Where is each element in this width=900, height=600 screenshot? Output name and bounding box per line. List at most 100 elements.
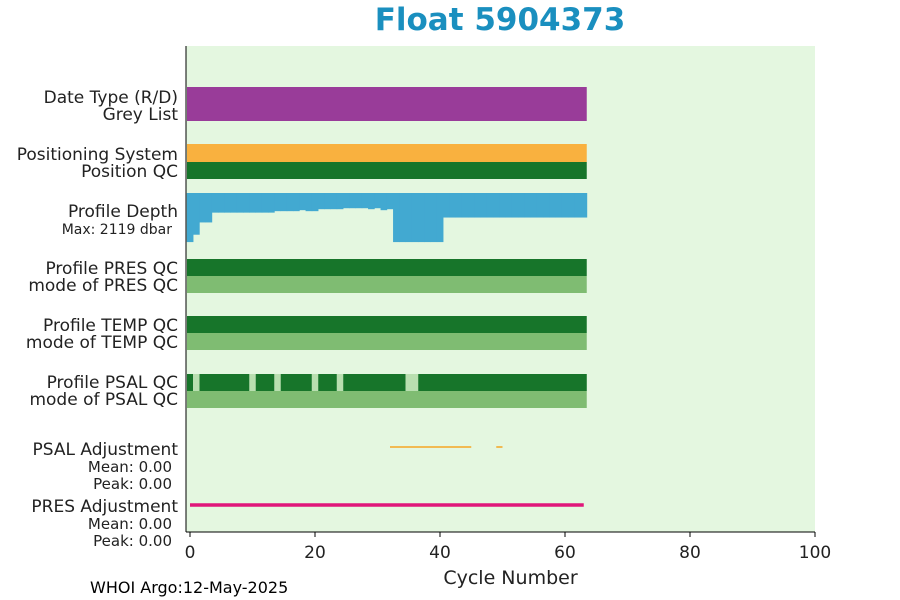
x-tick-label: 60 (554, 543, 576, 563)
profile-depth-bar (386, 193, 394, 210)
profile-depth-bar (555, 193, 563, 218)
profile-depth-bar (205, 193, 213, 223)
profile-depth-bar (318, 193, 325, 210)
profile-psal-qc-segment (199, 374, 250, 391)
profile-depth-bar (580, 193, 588, 218)
x-tick-label: 80 (679, 543, 701, 563)
profile-depth-bar (261, 193, 269, 213)
profile-depth-bar (418, 193, 425, 243)
mode-pres-qc-bar (187, 276, 587, 293)
profile-pres-qc-bar (187, 259, 587, 276)
profile-depth-bar (449, 193, 456, 218)
profile-psal-qc-segment (343, 374, 406, 391)
profile-depth-bar (199, 193, 206, 223)
x-tick-label: 40 (429, 543, 451, 563)
profile-temp-qc-bar (187, 316, 587, 333)
profile-depth-bar (405, 193, 413, 243)
mode-temp-qc-bar (187, 333, 587, 350)
profile-depth-bar (249, 193, 256, 213)
chart-title: Float 5904373 (374, 2, 626, 38)
psal-adjustment-peak: Peak: 0.00 (93, 475, 172, 493)
profile-depth-bar (399, 193, 406, 243)
row-label-mode-temp-qc: mode of TEMP QC (26, 333, 178, 353)
profile-depth-bar (218, 193, 225, 213)
profile-depth-bar (343, 193, 350, 209)
profile-depth-bar (193, 193, 200, 235)
profile-depth-bar (224, 193, 231, 213)
profile-depth-bar (286, 193, 294, 212)
row-label-date-type: Date Type (R/D) (44, 88, 178, 108)
row-label-psal-adjustment: PSAL Adjustment (33, 440, 179, 460)
profile-depth-bar (486, 193, 494, 218)
profile-depth-bar (299, 193, 306, 211)
profile-depth-bar (561, 193, 569, 218)
profile-depth-bar (393, 193, 400, 243)
row-label-profile-pres-qc: Profile PRES QC (45, 259, 178, 279)
profile-depth-bar (430, 193, 438, 243)
profile-depth-bar (574, 193, 581, 218)
x-tick-label: 20 (304, 543, 326, 563)
profile-depth-bar (530, 193, 538, 218)
row-label-profile-depth: Profile Depth (68, 202, 178, 222)
profile-depth-bar (280, 193, 288, 212)
profile-depth-bar (443, 193, 450, 218)
profile-depth-bar (293, 193, 300, 212)
profile-depth-bar (424, 193, 431, 243)
profile-depth-bar (436, 193, 444, 243)
profile-depth-bar (324, 193, 331, 210)
row-label-pres-adjustment: PRES Adjustment (31, 497, 178, 517)
profile-depth-bar (518, 193, 525, 218)
positioning-system-bar (187, 144, 587, 162)
profile-depth-bar (268, 193, 275, 213)
profile-depth-bar (493, 193, 500, 218)
profile-psal-qc-segment (318, 374, 337, 391)
pres-adjustment-mean: Mean: 0.00 (88, 515, 172, 533)
x-tick-label: 100 (799, 543, 831, 563)
row-label-position-qc: Position QC (81, 162, 178, 182)
profile-depth-bar (186, 193, 194, 243)
profile-depth-bar (330, 193, 338, 210)
profile-depth-bar (568, 193, 575, 218)
profile-depth-bar (336, 193, 344, 210)
mode-psal-qc-bar (187, 391, 587, 408)
profile-depth-bar (355, 193, 363, 209)
profile-depth-bar (361, 193, 369, 209)
row-label-grey-list: Grey List (103, 105, 179, 125)
profile-depth-bar (236, 193, 244, 213)
profile-depth-bar (499, 193, 506, 218)
row-label-profile-psal-qc: Profile PSAL QC (47, 373, 178, 393)
profile-depth-bar (211, 193, 219, 213)
profile-depth-bar (524, 193, 531, 218)
profile-depth-bar (411, 193, 419, 243)
profile-depth-bar (349, 193, 356, 209)
profile-depth-bar (480, 193, 488, 218)
position-qc-bar (187, 162, 587, 179)
profile-depth-bar (255, 193, 263, 213)
row-label-mode-pres-qc: mode of PRES QC (28, 276, 178, 296)
profile-depth-bar (230, 193, 238, 213)
date-type-bar (187, 87, 587, 121)
profile-depth-bar (305, 193, 313, 212)
profile-psal-qc-segment (187, 374, 193, 391)
profile-depth-bar (274, 193, 281, 212)
row-label-mode-psal-qc: mode of PSAL QC (29, 390, 178, 410)
profile-depth-bar (543, 193, 550, 218)
profile-depth-bar (511, 193, 519, 218)
profile-depth-bar (549, 193, 556, 218)
profile-psal-qc-segment (418, 374, 587, 391)
row-label-max-depth: Max: 2119 dbar (62, 222, 173, 238)
profile-depth-bar (243, 193, 250, 213)
row-label-positioning-system: Positioning System (17, 145, 178, 165)
profile-depth-bar (474, 193, 481, 218)
profile-depth-bar (380, 193, 388, 211)
psal-adjustment-mean: Mean: 0.00 (88, 458, 172, 476)
profile-psal-qc-segment (280, 374, 312, 391)
x-tick-label: 0 (185, 543, 196, 563)
pres-adjustment-peak: Peak: 0.00 (93, 532, 172, 550)
row-label-profile-temp-qc: Profile TEMP QC (43, 316, 178, 336)
footer-credit: WHOI Argo:12-May-2025 (90, 578, 289, 597)
profile-depth-bar (311, 193, 319, 212)
profile-depth-bar (368, 193, 375, 210)
x-axis-label: Cycle Number (443, 567, 577, 589)
